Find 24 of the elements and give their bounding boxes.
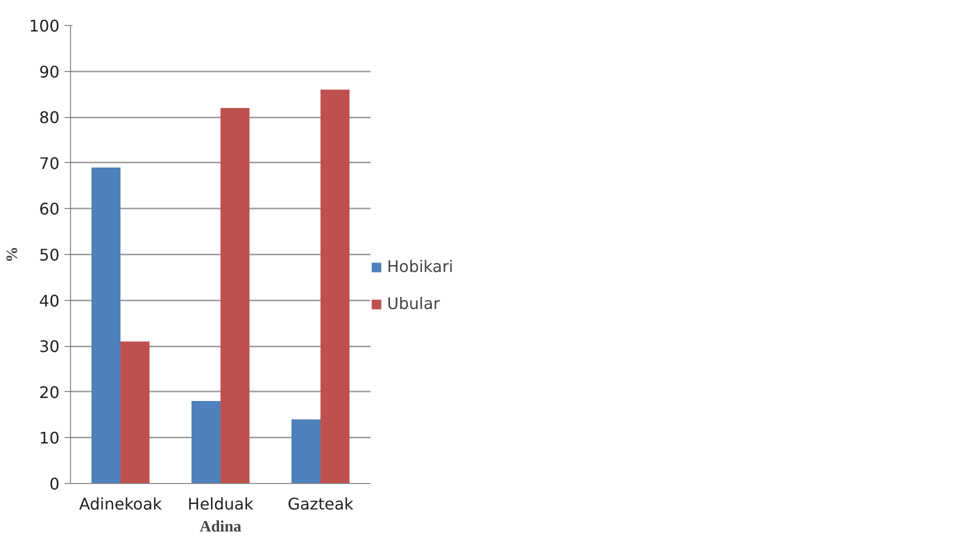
bar bbox=[220, 108, 250, 484]
y-axis-title: % bbox=[4, 246, 21, 262]
y-tick-label: 70 bbox=[39, 154, 60, 173]
y-tick-label: 80 bbox=[39, 108, 60, 128]
y-tick-label: 50 bbox=[39, 246, 60, 264]
y-tick-label: 60 bbox=[39, 200, 60, 219]
bar bbox=[292, 419, 320, 484]
y-tick-label: 90 bbox=[39, 62, 60, 82]
y-tick-label: 20 bbox=[39, 382, 60, 402]
legend-label: Hobikari bbox=[387, 257, 454, 276]
bar bbox=[320, 90, 350, 484]
x-tick-label: Gazteak bbox=[288, 494, 354, 514]
bar bbox=[192, 401, 220, 484]
x-tick-label: Adinekoak bbox=[79, 494, 163, 514]
bar bbox=[92, 167, 120, 484]
y-tick-label: 0 bbox=[49, 474, 60, 494]
x-axis-title: Adina bbox=[200, 518, 242, 536]
x-tick-label: Helduak bbox=[188, 494, 254, 514]
y-tick-label: 40 bbox=[39, 291, 60, 310]
y-tick-label: 10 bbox=[39, 428, 60, 448]
y-tick-label: 100 bbox=[28, 16, 60, 36]
bar bbox=[120, 342, 150, 484]
y-tick-label: 30 bbox=[39, 337, 60, 356]
legend-label: Ubular bbox=[387, 294, 441, 313]
